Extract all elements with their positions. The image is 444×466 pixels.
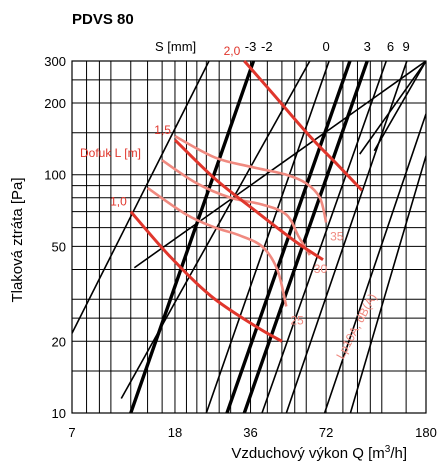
s-line [129, 61, 256, 413]
noise-curve-label: 25 [290, 313, 304, 327]
s-line [349, 155, 426, 413]
airflow-throw-curves: 1,0 1,5 2,0 [110, 44, 363, 343]
s-tick-label: 9 [403, 39, 410, 54]
s-line [242, 61, 369, 413]
x-tick-label: 72 [319, 425, 333, 440]
s-line [205, 61, 330, 413]
s-tick-label: 3 [364, 39, 371, 54]
chart-title: PDVS 80 [72, 11, 134, 28]
x-tick-label: 7 [68, 425, 75, 440]
throw-curve [129, 210, 283, 343]
s-line [359, 61, 426, 155]
s-tick-label: -2 [261, 39, 273, 54]
x-tick-label: 36 [243, 425, 257, 440]
s-line [133, 61, 426, 269]
s-axis-label: S [mm] [155, 39, 196, 54]
throw-curve [243, 60, 363, 192]
y-tick-label: 20 [52, 334, 66, 349]
throw-curve [173, 138, 324, 261]
throw-curve-label: 1,0 [110, 195, 127, 209]
throw-curve-label: 1,5 [154, 123, 171, 137]
x-tick-label: 180 [415, 425, 437, 440]
s-line [120, 61, 311, 399]
s-tick-label: 6 [387, 39, 394, 54]
y-tick-label: 50 [52, 239, 66, 254]
noise-curve [161, 159, 311, 256]
x-tick-label: 18 [168, 425, 182, 440]
noise-curve [146, 186, 288, 307]
y-axis-label: Tlaková ztráta [Pa] [9, 177, 26, 302]
y-tick-label: 200 [44, 96, 66, 111]
s-lines [72, 61, 426, 413]
s-line [373, 61, 426, 152]
y-tick-label: 100 [44, 168, 66, 183]
s-line [72, 61, 210, 334]
s-line [261, 61, 388, 413]
plot-frame [71, 60, 427, 414]
s-line [323, 113, 426, 413]
throw-curve-label: 2,0 [224, 44, 241, 58]
x-axis-label: Vzduchový výkon Q [m3/h] [231, 444, 407, 462]
noise-curve [174, 135, 328, 223]
noise-axis-label: Lp10A, dB(A) [333, 291, 379, 361]
grid [71, 60, 427, 414]
y-tick-label: 10 [52, 406, 66, 421]
dofuk-label: Dofuk L [m] [80, 146, 141, 160]
s-line [285, 61, 408, 413]
s-tick-label: 0 [322, 39, 329, 54]
noise-curve-label: 30 [314, 262, 328, 276]
noise-curve-label: 35 [330, 230, 344, 244]
y-tick-label: 300 [44, 54, 66, 69]
s-tick-label: -3 [245, 39, 257, 54]
noise-curves: 25 30 35 [146, 135, 344, 327]
